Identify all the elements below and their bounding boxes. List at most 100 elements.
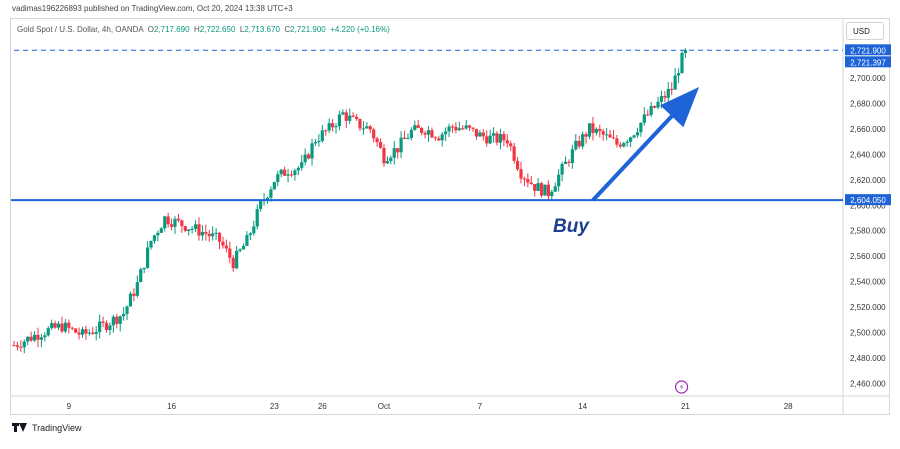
candle-body — [673, 75, 677, 90]
candle-body — [402, 137, 407, 139]
candle-body — [303, 154, 307, 163]
candle-body — [139, 269, 143, 283]
candle-body — [433, 137, 437, 139]
x-tick-label: 9 — [67, 402, 72, 411]
candle-body — [46, 328, 50, 336]
candle-body — [348, 115, 352, 121]
candle-body — [666, 88, 670, 98]
candle-body — [163, 216, 167, 229]
candle-body — [248, 233, 252, 236]
y-tick-label: 2,560.000 — [850, 252, 886, 261]
candle-body — [622, 143, 626, 147]
candle-body — [646, 114, 650, 116]
x-tick-label: 14 — [578, 402, 587, 411]
candle-body — [84, 329, 88, 334]
candle-body — [36, 334, 40, 340]
candle-body — [98, 321, 102, 332]
candle-body — [519, 169, 523, 179]
candle-body — [378, 142, 383, 148]
x-tick-label: 26 — [318, 402, 327, 411]
y-tick-label: 2,520.000 — [850, 303, 886, 312]
candle-body — [307, 154, 311, 159]
high-value: 2,722.650 — [199, 25, 236, 34]
y-tick-label: 2,660.000 — [850, 125, 886, 134]
candle-body — [108, 325, 112, 331]
candle-body — [22, 341, 26, 348]
candle-body — [656, 101, 660, 108]
candle-body — [228, 248, 232, 258]
candle-body — [632, 135, 636, 138]
open-value: 2,717.690 — [153, 25, 190, 34]
x-tick-label: 21 — [681, 402, 690, 411]
candle-body — [413, 125, 417, 130]
candle-body — [605, 134, 609, 136]
candle-body — [344, 112, 348, 121]
candle-body — [550, 191, 554, 197]
candle-body — [80, 329, 85, 335]
candle-body — [392, 148, 396, 158]
candle-body — [252, 226, 256, 234]
current-price-tag — [845, 44, 891, 56]
candle-body — [211, 233, 215, 237]
y-tick-label: 2,540.000 — [850, 278, 886, 287]
candle-body — [221, 241, 225, 246]
candle-body — [454, 126, 458, 131]
candle-body — [680, 52, 684, 74]
candle-body — [29, 336, 33, 341]
candle-body — [269, 189, 273, 198]
candle-body — [265, 197, 270, 200]
candle-body — [238, 249, 242, 251]
candle-body — [330, 123, 335, 128]
support-level-label: 2,604.050 — [850, 196, 886, 205]
candle-body — [334, 126, 338, 128]
candle-body — [19, 346, 23, 348]
candle-body — [324, 130, 328, 132]
candle-body — [372, 129, 376, 139]
candle-body — [639, 122, 643, 133]
candle-body — [132, 293, 136, 296]
candle-body — [145, 247, 150, 268]
candle-body — [358, 118, 362, 129]
candle-body — [625, 141, 629, 144]
change-value: +4.220 (+0.16%) — [330, 25, 390, 34]
candle-body — [567, 161, 571, 163]
candle-body — [399, 137, 403, 153]
candle-body — [423, 132, 427, 135]
candle-body — [533, 184, 537, 191]
candle-body — [440, 134, 444, 141]
candle-body — [91, 332, 95, 334]
candle-body — [663, 96, 667, 98]
candle-body — [142, 267, 146, 270]
candle-body — [502, 134, 506, 141]
candle-body — [420, 127, 424, 133]
candle-body — [32, 334, 37, 341]
candle-body — [176, 218, 181, 221]
candle-body — [197, 224, 201, 236]
candle-body — [557, 174, 561, 187]
candle-body — [12, 345, 16, 347]
candle-body — [461, 128, 465, 130]
close-label: C — [284, 25, 291, 34]
currency-button[interactable]: USD — [846, 22, 884, 40]
candle-body — [354, 116, 359, 119]
candle-body — [594, 128, 598, 133]
candle-body — [581, 134, 585, 147]
high-label: H — [194, 25, 200, 34]
candle-body — [200, 232, 205, 236]
event-marker-icon — [674, 380, 689, 394]
candle-body — [101, 321, 105, 323]
open-label: O — [147, 25, 154, 34]
candle-body — [539, 183, 544, 196]
candle-body — [111, 316, 115, 326]
x-tick-label: Oct — [378, 402, 391, 411]
symbol-name[interactable]: Gold Spot / U.S. Dollar, 4h, OANDA — [17, 25, 144, 34]
candle-body — [296, 167, 300, 171]
candle-body — [224, 245, 228, 249]
y-tick-label: 2,640.000 — [850, 150, 886, 159]
candle-body — [87, 332, 91, 334]
candle-body — [320, 130, 324, 141]
candle-body — [570, 149, 574, 163]
candle-body — [601, 131, 605, 135]
candle-body — [341, 112, 345, 115]
